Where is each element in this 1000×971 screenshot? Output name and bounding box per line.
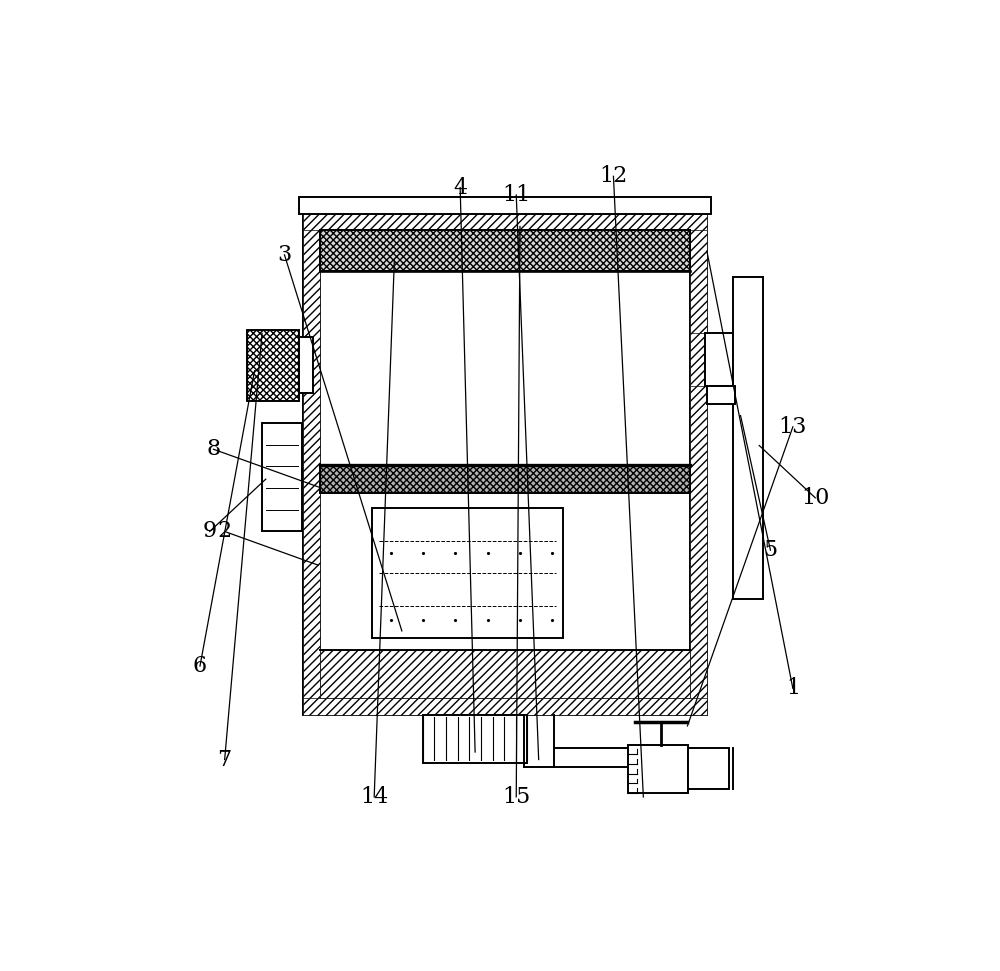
Bar xyxy=(303,214,707,715)
Bar xyxy=(262,423,302,531)
Text: 5: 5 xyxy=(763,539,778,561)
Bar xyxy=(690,214,707,715)
Bar xyxy=(303,214,707,230)
Bar xyxy=(628,745,688,793)
Bar xyxy=(688,749,729,789)
Text: 6: 6 xyxy=(193,655,207,677)
Bar xyxy=(423,715,527,763)
Text: 3: 3 xyxy=(277,244,292,266)
Bar xyxy=(320,230,690,698)
Bar xyxy=(299,337,313,393)
Text: 10: 10 xyxy=(801,486,829,509)
Text: 11: 11 xyxy=(502,184,530,206)
Text: 13: 13 xyxy=(779,416,807,438)
Bar xyxy=(320,465,690,493)
Bar xyxy=(372,508,563,638)
Text: 9: 9 xyxy=(203,520,217,543)
Bar xyxy=(705,333,733,385)
Bar xyxy=(320,230,690,271)
Text: 12: 12 xyxy=(599,165,628,187)
Text: 7: 7 xyxy=(218,749,232,771)
Bar xyxy=(690,333,711,385)
Text: 15: 15 xyxy=(502,786,530,808)
Bar xyxy=(299,197,711,214)
Bar xyxy=(303,214,320,715)
Bar xyxy=(247,329,299,401)
Text: 2: 2 xyxy=(218,520,232,543)
Text: 8: 8 xyxy=(206,438,221,460)
Bar xyxy=(733,278,763,599)
Text: 1: 1 xyxy=(786,678,800,699)
Text: 4: 4 xyxy=(453,177,467,198)
Bar xyxy=(320,650,690,698)
Bar xyxy=(303,698,707,715)
Bar xyxy=(707,385,735,404)
Text: 14: 14 xyxy=(360,786,388,808)
